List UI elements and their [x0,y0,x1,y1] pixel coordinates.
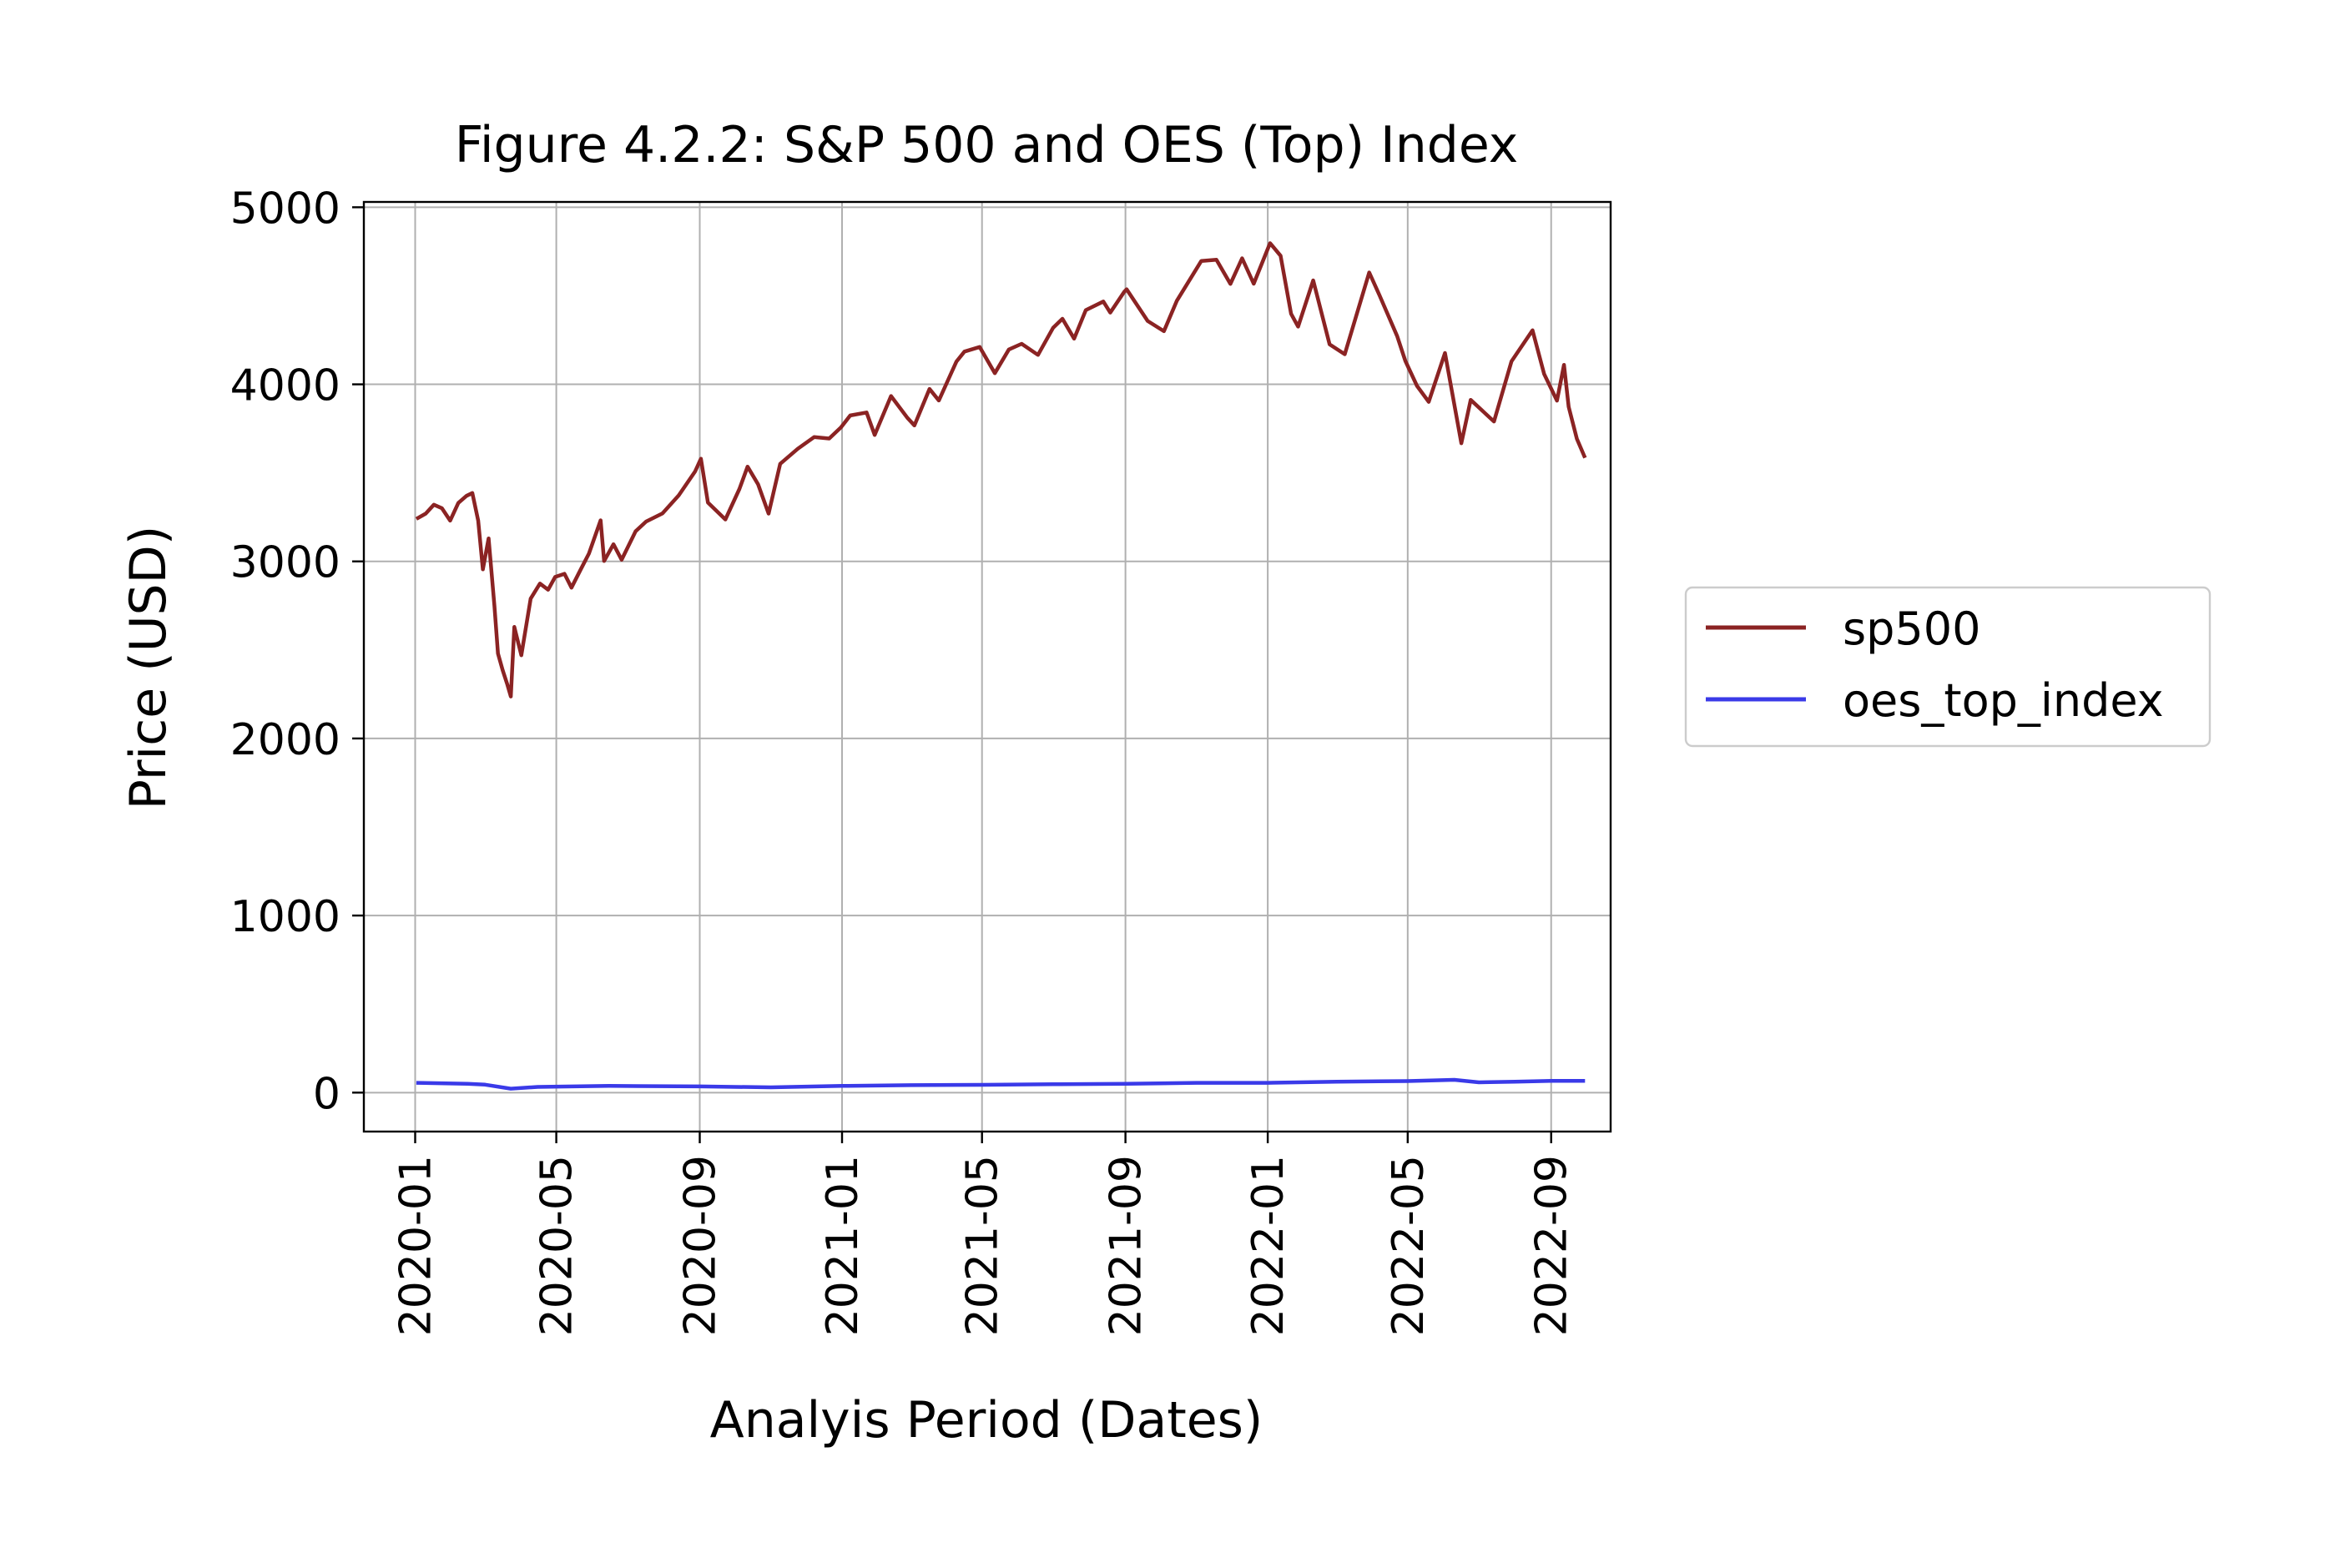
y-tick-label: 0 [313,1069,340,1119]
x-tick-label: 2021-09 [1102,1155,1152,1336]
y-tick-label: 2000 [230,715,340,765]
x-axis-ticks: 2020-01 2020-05 2020-09 2021-01 2021-05 2021-… [391,1132,1577,1336]
x-tick-label: 2020-09 [675,1155,725,1336]
x-tick-label: 2020-01 [391,1155,441,1336]
y-axis-label: Price (USD) [119,526,178,809]
series-line-oes-top-index [416,1077,1586,1091]
y-tick-label: 3000 [230,538,340,588]
legend: sp500 oes_top_index [1684,586,2212,748]
plot-area-frame [362,200,1612,1133]
legend-label-oes-top-index: oes_top_index [1843,674,2164,727]
series-line-sp500 [415,241,1587,698]
grid [364,202,1611,1132]
x-tick-label: 2021-05 [958,1155,1008,1336]
chart-title: Figure 4.2.2: S&P 500 and OES (Top) Inde… [455,116,1519,174]
y-axis-ticks: 0 1000 2000 3000 4000 5000 [230,184,364,1119]
y-tick-label: 1000 [230,892,340,942]
y-tick-label: 4000 [230,361,340,411]
x-tick-label: 2022-01 [1243,1155,1294,1336]
legend-box [1684,586,2212,748]
x-tick-label: 2022-05 [1384,1155,1434,1336]
y-tick-label: 5000 [230,184,340,234]
plot-lines [415,241,1587,1091]
x-tick-label: 2020-05 [532,1155,583,1336]
legend-label-sp500: sp500 [1843,602,1980,655]
x-axis-label: Analyis Period (Dates) [710,1391,1263,1450]
x-tick-label: 2021-01 [818,1155,868,1336]
x-tick-label: 2022-09 [1527,1155,1577,1336]
